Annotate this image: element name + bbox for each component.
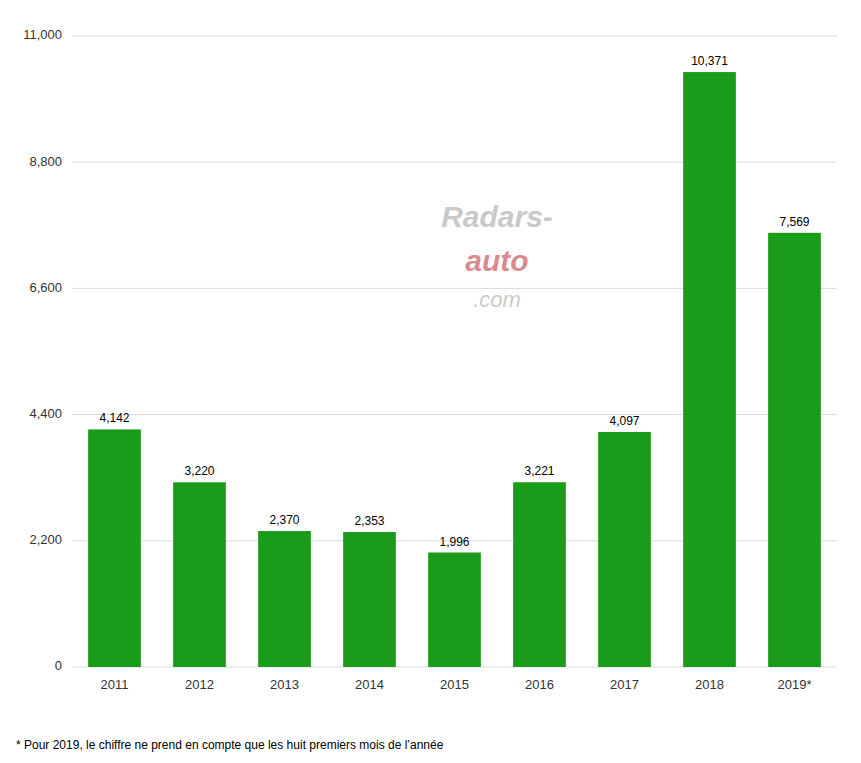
data-label: 4,142 <box>99 411 129 425</box>
bar <box>428 553 481 667</box>
watermark: Radars- <box>441 200 553 233</box>
bar <box>343 532 396 667</box>
grid-line <box>72 36 837 37</box>
bar <box>683 72 736 667</box>
watermark: .com <box>473 287 521 312</box>
bar <box>258 531 311 667</box>
x-tick-label: 2017 <box>610 677 639 692</box>
x-tick-label: 2011 <box>101 677 129 692</box>
y-tick-label: 2,200 <box>29 532 62 547</box>
y-tick-label: 11,000 <box>23 27 62 42</box>
x-tick-label: 2013 <box>270 677 299 692</box>
y-tick-label: 4,400 <box>29 406 62 421</box>
y-tick-label: 8,800 <box>29 154 62 169</box>
x-tick-label: 2015 <box>440 677 469 692</box>
watermark: auto <box>465 244 528 277</box>
data-label: 4,097 <box>609 414 639 428</box>
bar <box>88 429 141 667</box>
x-tick-label: 2019* <box>778 677 812 692</box>
grid <box>72 36 837 667</box>
footnote: * Pour 2019, le chiffre ne prend en comp… <box>16 738 444 752</box>
x-tick-label: 2014 <box>355 677 384 692</box>
bar <box>768 233 821 667</box>
bars <box>88 72 821 667</box>
chart-container: 0 2,200 4,400 6,600 8,800 11,000 Radars-auto .c… <box>0 0 861 763</box>
bar <box>173 482 226 667</box>
bar <box>598 432 651 667</box>
x-tick-label: 2016 <box>525 677 554 692</box>
y-tick-label: 0 <box>55 658 62 673</box>
data-label: 3,220 <box>184 464 214 478</box>
data-label: 2,370 <box>269 513 299 527</box>
data-label: 7,569 <box>779 215 809 229</box>
data-label: 1,996 <box>439 535 469 549</box>
data-label: 10,371 <box>691 54 728 68</box>
data-label: 2,353 <box>354 514 384 528</box>
chart-svg: 0 2,200 4,400 6,600 8,800 11,000 Radars-auto .c… <box>0 0 861 763</box>
data-label: 3,221 <box>524 464 554 478</box>
bar <box>513 482 566 667</box>
x-tick-label: 2012 <box>185 677 214 692</box>
y-tick-label: 6,600 <box>29 280 62 295</box>
x-tick-label: 2018 <box>695 677 724 692</box>
